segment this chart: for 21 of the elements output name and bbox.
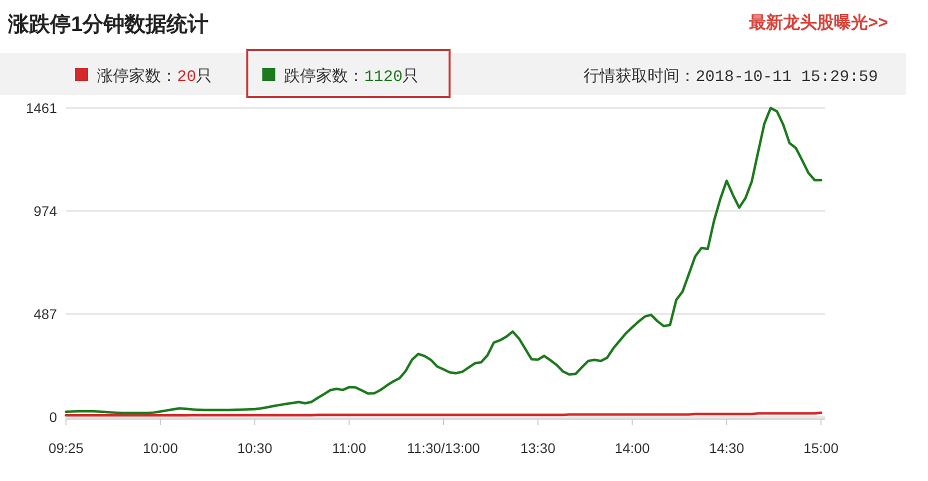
x-tick-label: 14:00 [614, 440, 650, 456]
legend-label: 涨停家数：20只 [97, 67, 212, 86]
x-tick-label: 10:00 [142, 440, 178, 456]
y-tick-label: 1461 [26, 100, 58, 116]
y-tick-label: 0 [49, 409, 58, 425]
x-tick-label: 10:30 [237, 440, 272, 456]
y-tick-label: 974 [34, 203, 58, 219]
legend-item: 跌停家数：1120只 [262, 68, 419, 86]
text: 行情获取时间：2018-10-11 15:29:59 [584, 67, 878, 86]
legend-item: 涨停家数：20只 [75, 68, 212, 86]
text: 最新龙头股曝光>> [748, 13, 888, 32]
x-tick-label: 11:30/13:00 [407, 440, 480, 456]
y-tick-label: 487 [34, 306, 58, 322]
x-tick-label: 11:00 [332, 440, 366, 456]
line-series [64, 106, 822, 414]
x-tick-label: 15:00 [803, 440, 839, 456]
x-tick-label: 09:25 [48, 440, 84, 456]
x-tick-label: 13:30 [520, 440, 556, 456]
chart-title: 涨跌停1分钟数据统计 [7, 12, 209, 36]
legend-label: 跌停家数：1120只 [284, 67, 419, 86]
x-tick-label: 14:30 [709, 440, 744, 456]
